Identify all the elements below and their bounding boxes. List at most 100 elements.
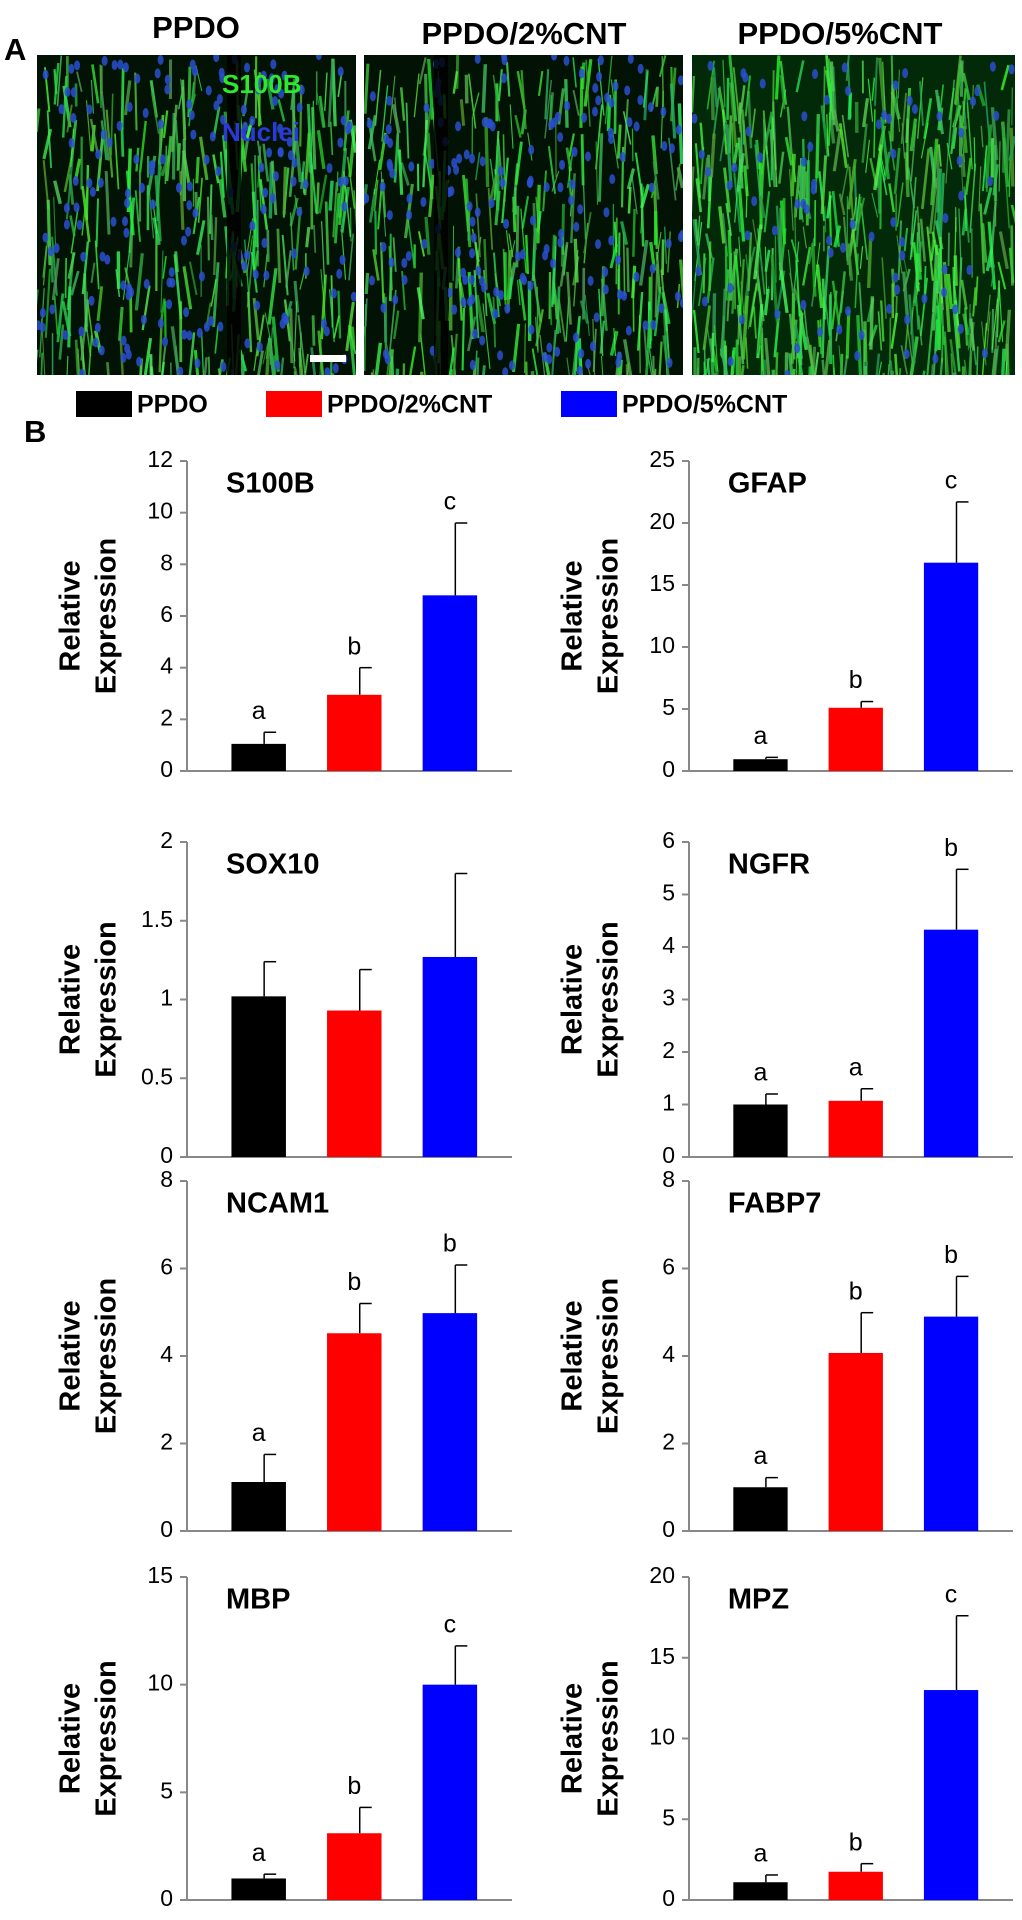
fiber: [980, 125, 984, 148]
significance-letter: a: [754, 1059, 768, 1087]
fiber: [66, 104, 73, 133]
fiber: [622, 111, 632, 145]
nucleus: [637, 63, 644, 74]
fiber: [856, 315, 863, 375]
fiber: [324, 72, 328, 111]
nucleus: [904, 314, 911, 325]
fiber: [972, 287, 977, 317]
fiber: [452, 333, 458, 375]
nucleus: [596, 71, 603, 82]
fiber: [134, 253, 144, 311]
nucleus: [124, 188, 131, 199]
fiber: [472, 364, 477, 375]
nucleus: [823, 94, 830, 105]
image-title: PPDO: [152, 10, 240, 45]
fiber: [880, 130, 885, 161]
fiber: [418, 57, 427, 85]
fiber: [583, 212, 592, 254]
fiber: [706, 168, 713, 229]
fiber: [794, 205, 797, 271]
fiber: [559, 241, 569, 287]
nucleus: [952, 304, 959, 315]
fiber: [402, 363, 406, 375]
nucleus: [133, 154, 140, 165]
significance-letter: b: [849, 666, 863, 694]
texture: [37, 55, 356, 375]
fiber: [931, 192, 939, 252]
nucleus: [608, 134, 615, 145]
nucleus: [47, 246, 54, 257]
nucleus: [345, 124, 352, 135]
nucleus: [255, 75, 262, 86]
significance-letter: b: [347, 1772, 361, 1800]
nucleus: [958, 190, 965, 201]
y-tick-label: 8: [662, 1166, 675, 1192]
fiber: [265, 78, 275, 110]
fiber: [597, 133, 604, 202]
fiber: [333, 193, 341, 244]
fiber: [832, 354, 835, 375]
fiber: [873, 144, 884, 191]
fiber: [520, 208, 527, 274]
fiber: [162, 255, 167, 279]
fiber: [53, 296, 59, 335]
nucleus: [648, 182, 655, 193]
fiber: [938, 144, 942, 167]
nucleus: [401, 274, 408, 285]
bar: [422, 956, 478, 1157]
fiber: [847, 92, 853, 120]
fiber: [645, 310, 653, 375]
nucleus: [126, 282, 133, 293]
fiber: [426, 58, 435, 120]
nucleus: [502, 367, 509, 375]
fiber: [792, 368, 796, 375]
fiber: [565, 147, 573, 172]
fiber: [753, 306, 757, 339]
fiber: [961, 366, 966, 375]
fiber: [475, 193, 481, 258]
image-title: PPDO/5%CNT: [738, 16, 943, 51]
fiber: [618, 236, 621, 295]
fiber: [821, 359, 826, 375]
nucleus: [217, 321, 224, 332]
nucleus: [527, 175, 534, 186]
fiber: [778, 262, 789, 314]
nucleus: [180, 235, 187, 246]
nucleus: [665, 238, 672, 249]
nucleus: [698, 149, 705, 160]
nucleus: [446, 287, 453, 298]
fiber: [452, 71, 459, 94]
nucleus: [143, 279, 150, 290]
nucleus: [448, 186, 455, 197]
nucleus: [451, 304, 458, 315]
fiber: [788, 313, 796, 360]
fiber: [488, 174, 498, 203]
fiber: [162, 110, 169, 138]
nucleus: [958, 127, 965, 138]
nucleus: [111, 60, 118, 71]
nucleus: [469, 248, 476, 259]
fiber: [505, 62, 511, 97]
fiber: [148, 185, 155, 239]
nucleus: [692, 113, 698, 124]
fiber: [320, 274, 327, 340]
fiber: [317, 330, 325, 375]
nucleus: [548, 119, 555, 130]
nucleus: [380, 302, 387, 313]
fiber: [632, 208, 636, 257]
fiber: [935, 305, 941, 350]
fiber: [734, 255, 743, 322]
nucleus: [479, 156, 486, 167]
bar: [422, 595, 478, 771]
fiber: [1004, 164, 1010, 229]
fiber: [795, 260, 801, 317]
nucleus: [771, 225, 778, 236]
y-tick-label: 4: [662, 1341, 675, 1367]
significance-letter: a: [754, 722, 768, 750]
fiber: [210, 278, 217, 307]
bar: [327, 1333, 382, 1531]
fiber: [207, 356, 211, 375]
nucleus: [78, 326, 85, 337]
fiber: [62, 76, 68, 138]
